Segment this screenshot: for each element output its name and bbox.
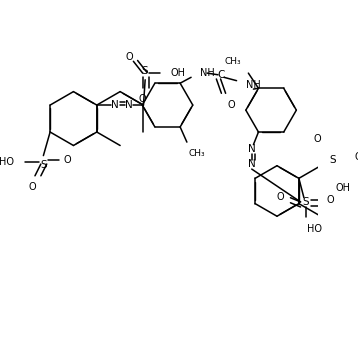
- Text: CH₃: CH₃: [225, 57, 242, 66]
- Text: S: S: [329, 155, 336, 165]
- Text: O: O: [139, 94, 146, 104]
- Text: N: N: [248, 144, 256, 154]
- Text: NH: NH: [246, 80, 261, 90]
- Text: N: N: [248, 159, 256, 169]
- Text: HO: HO: [307, 224, 322, 234]
- Text: N: N: [125, 100, 133, 110]
- Text: CH₃: CH₃: [189, 149, 205, 158]
- Text: OH: OH: [335, 183, 350, 193]
- Text: OH: OH: [170, 68, 185, 78]
- Text: O: O: [64, 155, 71, 165]
- Text: N: N: [111, 100, 119, 110]
- Text: O: O: [277, 192, 285, 202]
- Text: NH: NH: [199, 68, 214, 78]
- Text: S: S: [142, 66, 149, 76]
- Text: S: S: [302, 197, 309, 207]
- Text: C: C: [217, 70, 224, 80]
- Text: O: O: [326, 195, 334, 205]
- Text: O: O: [354, 152, 358, 162]
- Text: O: O: [125, 52, 133, 62]
- Text: HO: HO: [0, 157, 14, 167]
- Text: O: O: [314, 134, 321, 144]
- Text: S: S: [40, 160, 47, 170]
- Text: O: O: [227, 100, 235, 110]
- Text: O: O: [29, 182, 36, 192]
